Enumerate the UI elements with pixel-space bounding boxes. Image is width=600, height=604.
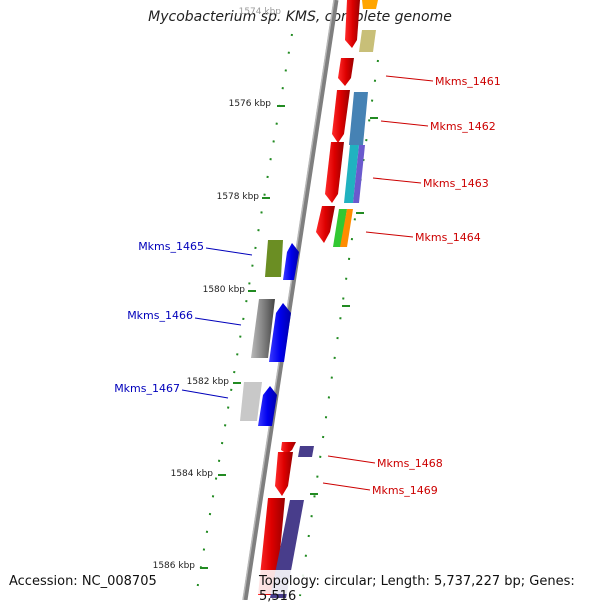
gene-feature — [362, 0, 378, 9]
gene-feature — [269, 303, 291, 362]
gene-feature — [265, 240, 283, 277]
gene-label: Mkms_1463 — [423, 177, 489, 190]
gene-feature — [349, 92, 368, 145]
gene-feature — [298, 446, 314, 457]
scale-labels: 1574 kbp 1576 kbp 1578 kbp 1580 kbp 1582… — [153, 7, 282, 571]
label-leaders-right — [322, 75, 434, 491]
label-leaders-left — [181, 247, 253, 399]
gene-feature — [332, 90, 350, 143]
gene-label: Mkms_1468 — [377, 457, 443, 470]
scale-label: 1582 kbp — [187, 377, 230, 387]
gene-labels-right[interactable]: Mkms_1461 Mkms_1462 Mkms_1463 Mkms_1464 … — [372, 75, 501, 497]
scale-ticks — [200, 105, 378, 569]
gene-feature — [240, 382, 262, 421]
gene-feature — [333, 209, 347, 247]
accession-text: Accession: NC_008705 — [9, 574, 157, 589]
gene-label: Mkms_1466 — [127, 309, 193, 322]
scale-label: 1586 kbp — [153, 561, 196, 571]
gene-feature — [325, 142, 344, 203]
forward-genes[interactable] — [258, 0, 360, 595]
gene-feature — [340, 209, 353, 247]
gene-feature — [353, 145, 365, 203]
gene-feature — [345, 0, 360, 48]
gene-feature — [283, 243, 299, 280]
gene-label: Mkms_1467 — [114, 382, 180, 395]
gene-feature — [275, 452, 293, 496]
gene-label: Mkms_1461 — [435, 75, 501, 88]
gene-feature — [281, 442, 296, 454]
gene-feature — [338, 58, 354, 86]
gene-feature — [316, 206, 335, 243]
gene-feature — [258, 386, 277, 426]
reverse-genes[interactable] — [240, 240, 299, 426]
gene-labels-left[interactable]: Mkms_1465 Mkms_1466 Mkms_1467 — [114, 240, 204, 395]
gene-feature — [251, 299, 275, 358]
scale-label: 1574 kbp — [239, 7, 282, 17]
genome-title: Mycobacterium sp. KMS, complete genome — [148, 9, 452, 25]
scale-label: 1580 kbp — [203, 285, 246, 295]
gene-label: Mkms_1462 — [430, 120, 496, 133]
scale-label: 1584 kbp — [171, 469, 214, 479]
gene-label: Mkms_1465 — [138, 240, 204, 253]
gene-feature — [359, 30, 376, 52]
scale-label: 1578 kbp — [217, 192, 260, 202]
gene-label: Mkms_1464 — [415, 231, 481, 244]
genome-backbone — [242, 0, 339, 600]
gene-label: Mkms_1469 — [372, 484, 438, 497]
gene-feature — [344, 145, 359, 203]
scale-label: 1576 kbp — [229, 99, 272, 109]
